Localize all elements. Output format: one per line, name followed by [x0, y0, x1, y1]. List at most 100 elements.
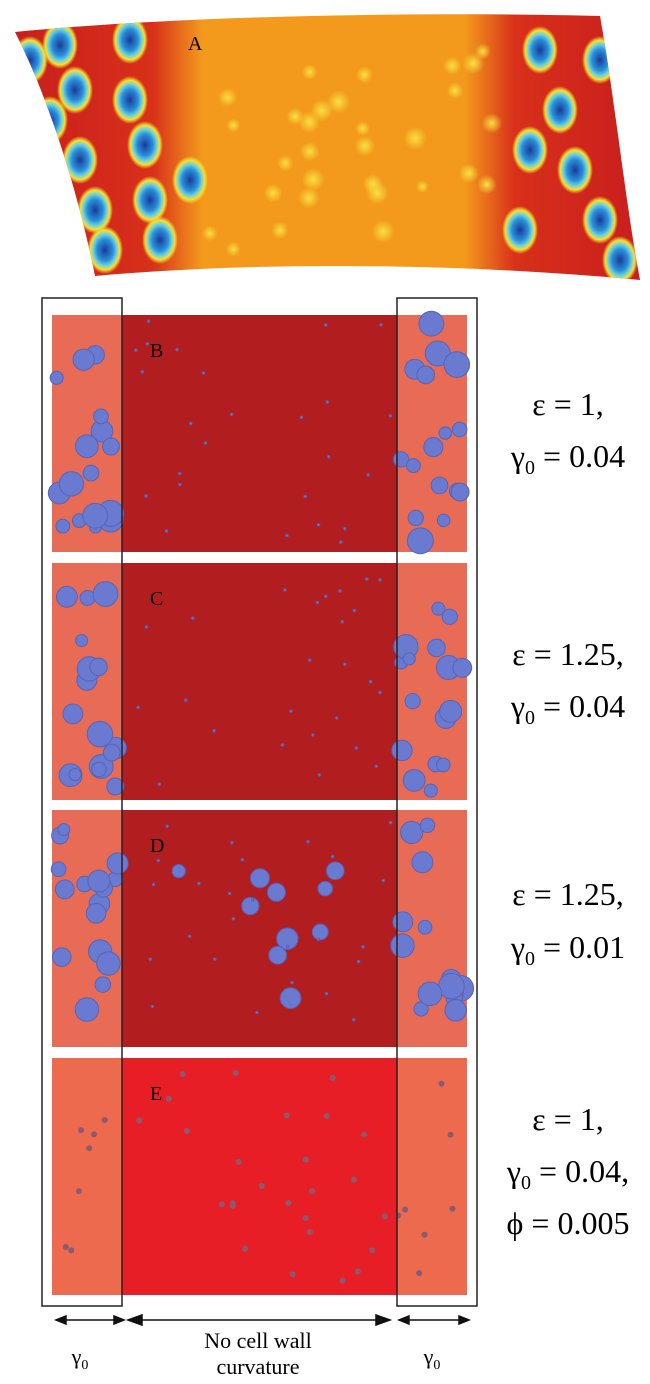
domain [72, 348, 95, 371]
surface-spot [356, 66, 373, 84]
panel-label: D [150, 835, 164, 857]
domain [285, 1200, 292, 1207]
surface-spot [298, 187, 320, 209]
surface-spot [298, 111, 320, 133]
domain [52, 947, 72, 967]
domain [402, 768, 426, 792]
domain [75, 1188, 82, 1195]
center-label: No cell wall [204, 1328, 312, 1353]
domain [366, 473, 370, 477]
domain [156, 858, 161, 863]
domain [381, 878, 385, 883]
domain [452, 657, 473, 678]
domain [416, 365, 436, 385]
surface-spot [301, 64, 318, 80]
domain [339, 1277, 346, 1284]
surface-spot [557, 146, 593, 194]
domain [417, 919, 433, 935]
domain [68, 768, 82, 782]
domain [352, 608, 356, 613]
domain [438, 1080, 445, 1087]
domain [91, 1131, 98, 1138]
parameter: γ0 = 0.04, [506, 1153, 629, 1194]
surface-spot [226, 241, 241, 257]
surface-spot [57, 66, 93, 114]
center-region [122, 1058, 397, 1295]
domain [423, 783, 438, 798]
domain [49, 370, 64, 385]
domain [290, 980, 294, 985]
domain [402, 1206, 409, 1213]
surface-spot [142, 216, 178, 264]
domain [213, 957, 217, 961]
domain [183, 1127, 190, 1134]
domain [339, 540, 343, 544]
region-box [41, 297, 123, 1307]
domain [240, 858, 245, 862]
surface-spot [112, 76, 148, 124]
domain [187, 934, 192, 939]
domain [191, 616, 195, 620]
parameter: γ0 = 0.04 [510, 688, 625, 729]
domain [343, 662, 347, 667]
domain [289, 1271, 296, 1278]
surface-spot [462, 52, 485, 75]
domain [391, 739, 413, 762]
simulation-panel: Dε = 1.25, γ0 = 0.01 [50, 810, 625, 1047]
domain [164, 529, 169, 533]
domain [441, 608, 458, 625]
domain [400, 820, 424, 845]
domain [381, 1213, 388, 1220]
domain [50, 861, 67, 878]
domain [326, 454, 331, 459]
surface-spot [354, 135, 376, 157]
domain [361, 1131, 368, 1138]
domain [323, 1113, 330, 1120]
surface-spot [355, 121, 370, 136]
domain [231, 917, 236, 921]
surface-spot [87, 226, 123, 274]
domain [388, 820, 393, 825]
domain [405, 458, 421, 474]
domain [421, 1231, 428, 1238]
domain [276, 927, 299, 950]
surface-spot [582, 36, 618, 84]
panel-label: B [150, 340, 163, 362]
domain [404, 693, 421, 710]
domain [325, 861, 345, 881]
panel-label: C [150, 588, 163, 610]
gamma-label: γ0 [423, 1344, 441, 1373]
domain [365, 577, 369, 581]
domain [354, 1268, 361, 1275]
domain [102, 437, 120, 456]
surface-spot [403, 126, 427, 150]
surface-spot [582, 196, 618, 244]
parameter: ε = 1, [532, 1101, 603, 1137]
domain [306, 1228, 313, 1235]
domain [106, 777, 125, 796]
domain [306, 839, 310, 844]
domain [250, 898, 255, 902]
surface-spot [277, 155, 294, 172]
domain [189, 421, 193, 426]
domain [334, 716, 339, 720]
domain [311, 923, 329, 941]
surface-spot [226, 118, 241, 133]
domain [148, 957, 153, 961]
surface-spot [202, 225, 218, 242]
parameter: γ0 = 0.01 [510, 929, 625, 970]
surface-spot [477, 174, 497, 195]
domain [266, 882, 286, 902]
domain [317, 880, 333, 897]
surface-spot [542, 86, 578, 134]
domain [106, 852, 129, 875]
surface-spot [512, 126, 548, 174]
domain [369, 1247, 376, 1254]
domain [232, 1069, 239, 1076]
domain [416, 1270, 423, 1277]
domain [58, 471, 85, 497]
surface-spot [112, 16, 148, 64]
domain [350, 1176, 357, 1183]
domain [258, 1182, 265, 1189]
domain [93, 408, 109, 425]
